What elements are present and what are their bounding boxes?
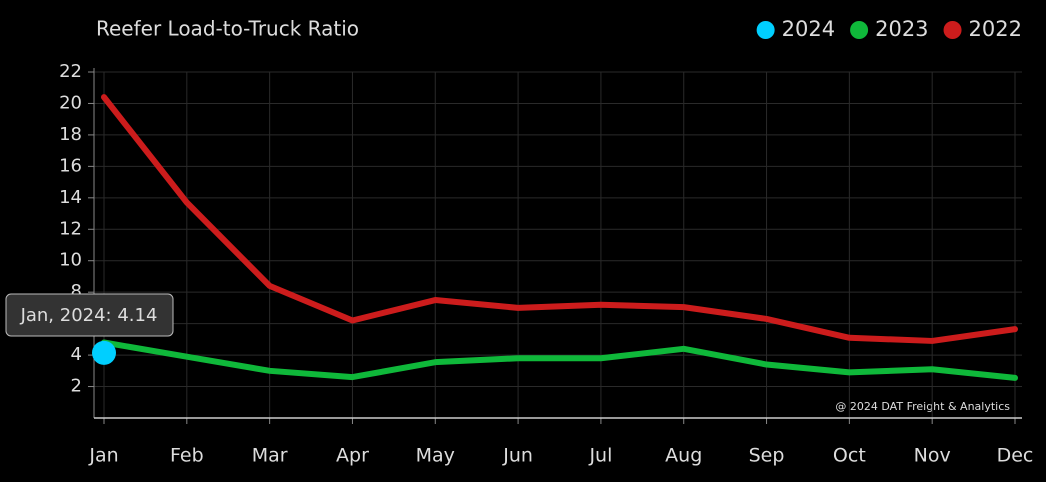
credit: @ 2024 DAT Freight & Analytics	[835, 400, 1010, 413]
x-tick-label: Oct	[833, 445, 866, 467]
x-tick-label: Sep	[749, 445, 785, 467]
x-tick-label: Apr	[336, 445, 369, 467]
chart-title: Reefer Load-to-Truck Ratio	[96, 17, 359, 41]
y-tick-label: 14	[59, 187, 82, 208]
legend-label: 2024	[782, 17, 835, 41]
y-tick-label: 8	[71, 281, 82, 302]
x-tick-label: May	[416, 445, 455, 467]
y-tick-label: 22	[59, 61, 82, 82]
legend-swatch	[943, 21, 962, 39]
y-tick-label: 12	[59, 218, 82, 239]
y-tick-label: 18	[59, 124, 82, 145]
x-tick-label: Mar	[252, 445, 288, 467]
x-tick-label: Jul	[588, 445, 612, 467]
legend-swatch	[756, 21, 775, 39]
tooltip-text: Jan, 2024: 4.14	[20, 305, 158, 326]
line	[101, 339, 1018, 381]
line	[101, 94, 1018, 344]
x-tick-label: Aug	[665, 445, 702, 467]
legend-label: 2022	[969, 17, 1022, 41]
x-tick-label: Jan	[88, 445, 118, 467]
y-tick-label: 20	[59, 92, 82, 113]
y-tick-label: 2	[71, 376, 82, 397]
point	[92, 340, 116, 365]
legend-swatch	[850, 21, 869, 39]
x-tick-label: Dec	[997, 445, 1034, 467]
x-tick-label: Nov	[914, 445, 951, 467]
tooltip: Jan, 2024: 4.14	[5, 293, 174, 337]
legend-label: 2023	[875, 17, 928, 41]
y-tick-label: 4	[71, 344, 82, 365]
y-tick-label: 16	[59, 155, 82, 176]
tooltip-box	[5, 293, 174, 337]
x-tick-label: Feb	[170, 445, 204, 467]
x-tick-label: Jun	[502, 445, 533, 467]
y-tick-label: 10	[59, 250, 82, 271]
